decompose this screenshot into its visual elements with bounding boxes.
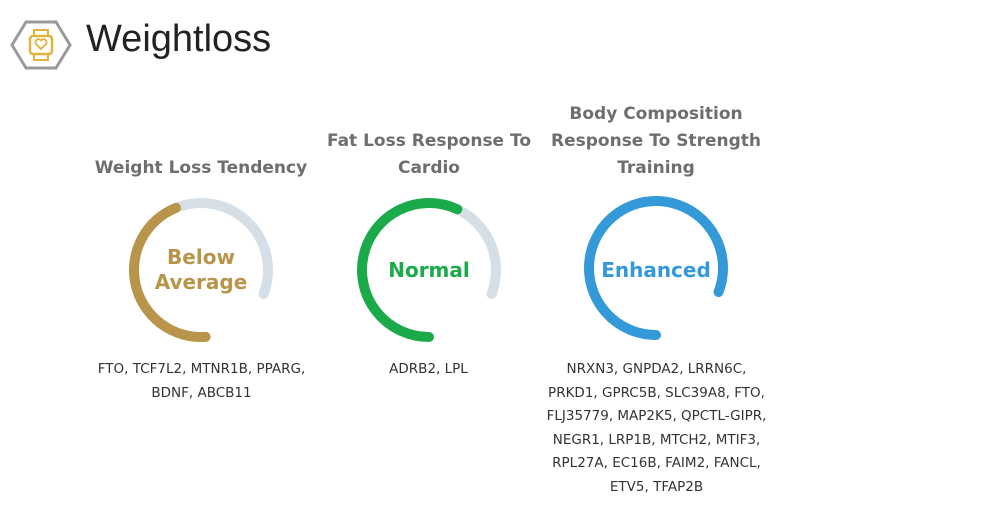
card-title: Body Composition Response To Strength Tr…: [536, 100, 776, 182]
gauge-arc: [452, 204, 501, 300]
gene-list: NRXN3, GNPDA2, LRRN6C, PRKD1, GPRC5B, SL…: [546, 361, 767, 495]
gauge-arc: [170, 198, 273, 300]
page-title: Weightloss: [86, 18, 272, 60]
result: Normal: [388, 257, 470, 282]
gene-list: ADRB2, LPL: [389, 361, 468, 377]
gene-list: FTO, TCF7L2, MTNR1B, PPARG, BDNF, ABCB11: [97, 361, 306, 401]
gauge-arc: [129, 202, 211, 342]
result: Enhanced: [601, 257, 711, 282]
card-title-text: Fat Loss Response To Cardio: [326, 131, 532, 178]
gauge-arc: [584, 196, 728, 340]
card-title: Fat Loss Response To Cardio: [309, 100, 549, 182]
card-title-text: Weight Loss Tendency: [94, 158, 308, 178]
card-title-text: Body Composition Response To Strength Tr…: [551, 104, 761, 178]
gauge-arc: [357, 198, 463, 342]
result: Below Average: [154, 245, 248, 294]
hex-icon: [10, 20, 72, 70]
card-title: Weight Loss Tendency: [81, 100, 321, 182]
